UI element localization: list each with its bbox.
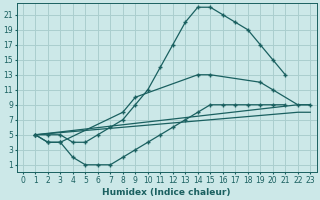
X-axis label: Humidex (Indice chaleur): Humidex (Indice chaleur) xyxy=(102,188,231,197)
